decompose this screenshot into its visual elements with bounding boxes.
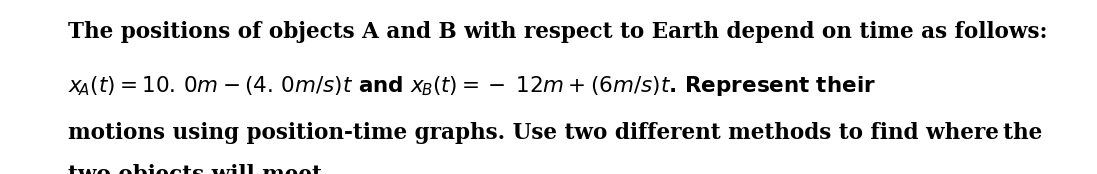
Text: $\mathit{x}_{\!A}(t) = 10.\,0m - (4.\,0m/s)t$ $\bf{and}$ $\mathit{x}_{\!B}(t) =-: $\mathit{x}_{\!A}(t) = 10.\,0m - (4.\,0m… [68, 74, 877, 98]
Text: motions using position-time graphs. Use two different methods to find where the: motions using position-time graphs. Use … [68, 122, 1042, 144]
Text: The positions of objects A and B with respect to Earth depend on time as follows: The positions of objects A and B with re… [68, 21, 1048, 43]
Text: two objects will meet.: two objects will meet. [68, 164, 329, 174]
